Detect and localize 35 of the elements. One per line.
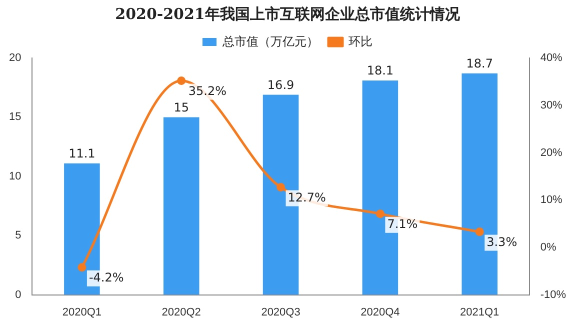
data-label: 18.1 (366, 64, 394, 78)
legend-label: 总市值（万亿元） (222, 34, 318, 48)
y2-tick-label: -10% (540, 288, 566, 301)
data-label: -4.2% (88, 270, 124, 284)
y-tick-label: 20 (8, 52, 22, 64)
data-label: 16.9 (267, 78, 294, 92)
data-label: 15 (174, 100, 189, 114)
y2-tick-label: 20% (540, 146, 563, 159)
x-tick-label: 2020Q4 (360, 306, 400, 318)
point (78, 263, 86, 272)
data-label: 35.2% (188, 84, 226, 98)
bar (163, 117, 200, 295)
point (177, 76, 186, 85)
data-label: 18.7 (466, 56, 493, 71)
y-tick-label: 0 (15, 288, 22, 301)
data-label: 12.7% (288, 190, 326, 204)
point (376, 210, 384, 218)
x-tick-label: 2020Q2 (162, 306, 201, 318)
x-tick-label: 2020Q3 (261, 306, 300, 318)
data-label: 11.1 (68, 146, 96, 160)
data-label: 3.3% (486, 234, 518, 249)
chart-title: 2020-2021年我国上市互联网企业总市值统计情况 (115, 4, 461, 23)
y-tick-label: 15 (8, 111, 22, 124)
y2-tick-label: 30% (540, 99, 563, 112)
y2-tick-label: 0% (540, 241, 556, 254)
point (276, 183, 286, 192)
x-tick-label: 2021Q1 (460, 306, 500, 318)
legend-label: 环比 (348, 34, 372, 48)
y-tick-label: 10 (8, 170, 22, 182)
point (475, 228, 484, 236)
y-tick-label: 5 (15, 230, 22, 242)
data-label: 7.1% (387, 216, 418, 231)
x-tick-label: 2020Q1 (62, 306, 102, 318)
y2-tick-label: 40% (540, 52, 563, 64)
y2-tick-label: 10% (540, 194, 563, 206)
